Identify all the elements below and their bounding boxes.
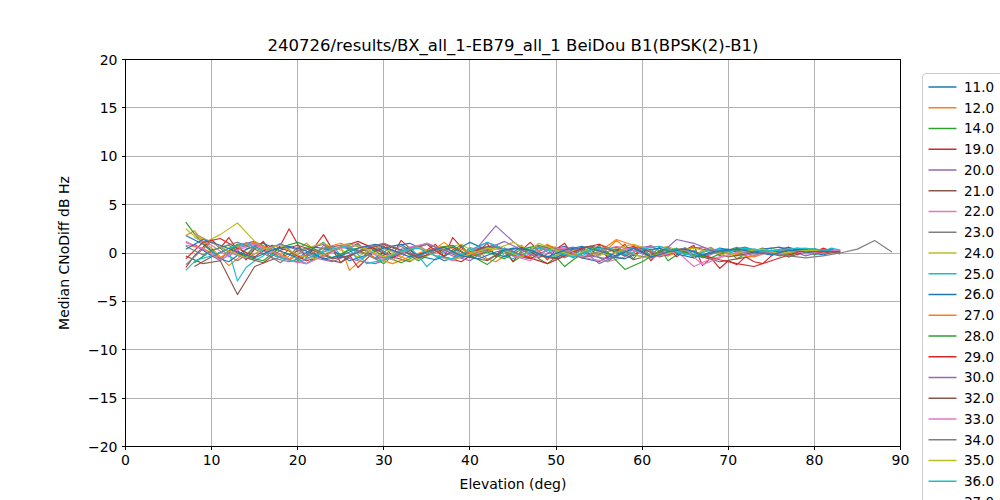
y-tick-label: 0 xyxy=(109,245,118,261)
x-tick-label: 0 xyxy=(121,452,130,468)
x-axis-label: Elevation (deg) xyxy=(460,476,567,492)
legend-label: 24.0 xyxy=(964,245,994,261)
legend-label: 20.0 xyxy=(964,162,994,178)
x-tick-label: 10 xyxy=(203,452,221,468)
x-tick-label: 80 xyxy=(805,452,823,468)
legend-label: 22.0 xyxy=(964,203,994,219)
x-tick-label: 50 xyxy=(547,452,565,468)
x-tick-label: 60 xyxy=(633,452,651,468)
y-tick-label: 10 xyxy=(100,148,118,164)
legend-label: 27.0 xyxy=(964,307,994,323)
legend-label: 14.0 xyxy=(964,120,994,136)
chart-title: 240726/results/BX_all_1-EB79_all_1 BeiDo… xyxy=(268,36,759,56)
legend-label: 21.0 xyxy=(964,183,994,199)
legend-label: 32.0 xyxy=(964,390,994,406)
x-tick-label: 30 xyxy=(375,452,393,468)
legend-label: 30.0 xyxy=(964,369,994,385)
legend-label: 12.0 xyxy=(964,100,994,116)
legend-label: 25.0 xyxy=(964,266,994,282)
legend-label: 37.0 xyxy=(964,494,994,500)
y-tick-label: −15 xyxy=(88,390,118,406)
legend-label: 35.0 xyxy=(964,452,994,468)
legend-label: 19.0 xyxy=(964,141,994,157)
legend-label: 34.0 xyxy=(964,432,994,448)
legend-label: 26.0 xyxy=(964,286,994,302)
x-tick-label: 40 xyxy=(461,452,479,468)
y-tick-label: 20 xyxy=(100,52,118,68)
legend-label: 33.0 xyxy=(964,411,994,427)
legend-label: 23.0 xyxy=(964,224,994,240)
legend-label: 28.0 xyxy=(964,328,994,344)
x-tick-label: 20 xyxy=(289,452,307,468)
x-tick-label: 70 xyxy=(719,452,737,468)
legend: 11.0 12.0 14.0 19.0 20.0 21.0 22.0 23.0 24.0 25.0… xyxy=(923,74,1000,500)
y-tick-label: −20 xyxy=(88,439,118,455)
y-tick-label: 15 xyxy=(100,100,118,116)
legend-label: 29.0 xyxy=(964,349,994,365)
y-tick-label: −5 xyxy=(97,293,118,309)
y-axis-label: Median CNoDiff dB Hz xyxy=(56,176,72,330)
legend-label: 36.0 xyxy=(964,473,994,489)
y-tick-label: 5 xyxy=(109,197,118,213)
cno-diff-line-chart: 0 10 20 30 40 50 60 70 80 90 −20 −15 −10 −5 0 5 10 15 20 11… xyxy=(0,0,1000,500)
series-lines xyxy=(186,222,892,295)
legend-label: 11.0 xyxy=(964,79,994,95)
y-tick-label: −10 xyxy=(88,342,118,358)
x-tick-label: 90 xyxy=(892,452,910,468)
